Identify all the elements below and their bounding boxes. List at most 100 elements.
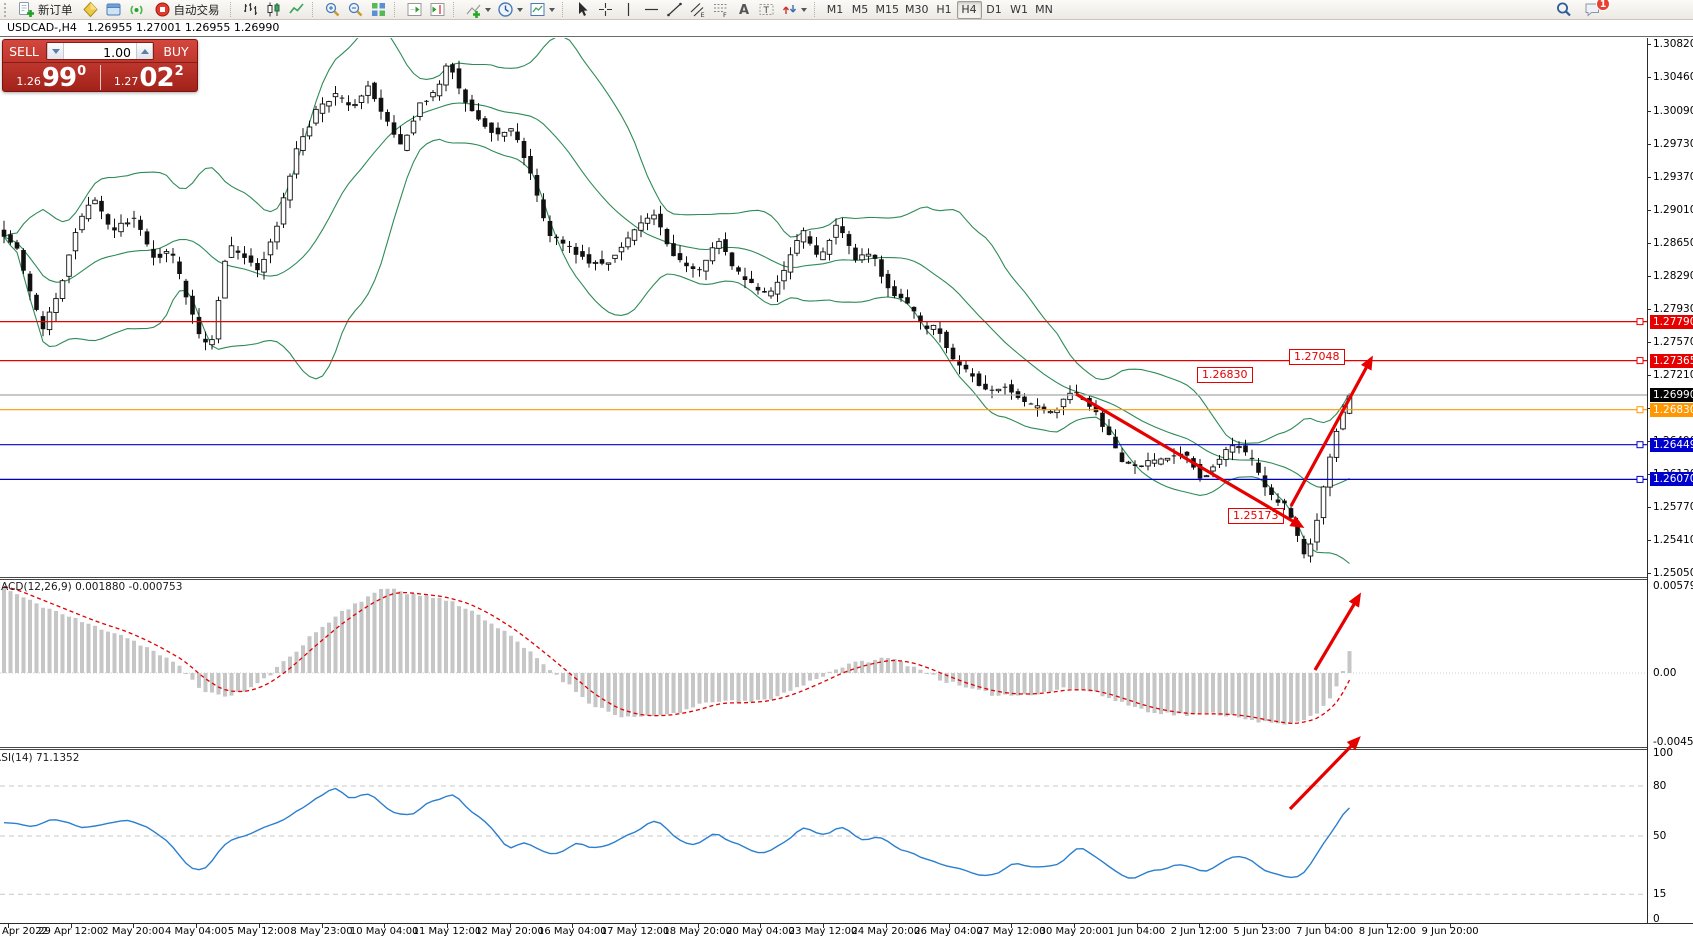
x-axis-tick <box>70 924 72 928</box>
fibonacci-tool-button[interactable]: F <box>709 1 732 19</box>
x-axis-tick <box>133 924 135 928</box>
chart-annotation[interactable]: 1.26830 <box>1197 367 1253 383</box>
chart-symbol-period: USDCAD-,H4 <box>7 21 77 34</box>
price-axis-tick <box>1647 144 1651 145</box>
timeframe-button-m5[interactable]: M5 <box>851 3 869 16</box>
price-chart-canvas[interactable] <box>0 38 1648 577</box>
price-divider <box>99 65 101 90</box>
buy-price-display[interactable]: 1.27 02 2 <box>101 63 198 91</box>
timeframe-button-h4[interactable]: H4 <box>956 0 982 19</box>
x-axis-label: 7 Jun 04:00 <box>1296 926 1354 937</box>
tile-windows-icon <box>371 3 385 16</box>
horizontal-line-tool-button[interactable] <box>640 1 663 19</box>
toolbar-grip[interactable] <box>4 2 8 17</box>
price-tick-label: 1.27570 <box>1653 335 1693 348</box>
panel-separator[interactable] <box>0 577 1648 578</box>
zoom-in-button[interactable] <box>321 1 344 19</box>
templates-button[interactable] <box>526 1 558 19</box>
autoscroll-button[interactable] <box>403 1 426 19</box>
signals-button[interactable] <box>125 1 148 19</box>
time-scale[interactable]: Apr 2022 29 Apr 12:00 2 May 20:00 4 May 04:… <box>0 924 1693 939</box>
search-button[interactable] <box>1552 1 1575 19</box>
price-level-lines <box>0 318 1647 483</box>
chart-shift-button[interactable] <box>426 1 449 19</box>
periods-button[interactable] <box>494 1 526 19</box>
sell-button[interactable]: SELL <box>9 43 39 59</box>
price-tick-label: 1.27930 <box>1653 302 1693 315</box>
terminal-button[interactable] <box>102 1 125 19</box>
price-tick-label: 1.29370 <box>1653 170 1693 183</box>
notification-count-badge: 1 <box>1596 0 1610 11</box>
line-chart-button[interactable] <box>285 1 308 19</box>
fibonacci-icon: F <box>713 4 727 18</box>
price-axis-tick <box>1647 408 1651 409</box>
arrows-dropdown-icon <box>800 8 807 15</box>
zoom-out-button[interactable] <box>344 1 367 19</box>
volume-increase-button[interactable] <box>136 43 153 59</box>
x-axis-label: 30 May 20:00 <box>1039 926 1109 937</box>
volume-input[interactable]: 1.00 <box>64 43 136 59</box>
tile-windows-button[interactable] <box>367 1 390 19</box>
timeframe-button-h1[interactable]: H1 <box>936 3 952 16</box>
x-axis-tick <box>1324 924 1326 928</box>
panel-separator[interactable] <box>0 747 1648 748</box>
price-axis-tick <box>1647 375 1651 376</box>
x-axis-label: 26 May 04:00 <box>914 926 983 937</box>
sell-price-display[interactable]: 1.26 99 0 <box>3 63 100 91</box>
timeframe-button-d1[interactable]: D1 <box>986 3 1002 16</box>
volume-box: 1.00 <box>46 42 154 60</box>
volume-decrease-button[interactable] <box>47 43 64 59</box>
rsi-level-lines <box>0 785 1647 895</box>
x-axis-label: 11 May 12:00 <box>412 926 482 937</box>
autotrading-button[interactable]: 自动交易 <box>148 1 226 19</box>
metaeditor-button[interactable] <box>79 1 102 19</box>
macd-indicator-canvas[interactable] <box>0 580 1648 747</box>
templates-icon <box>530 3 544 16</box>
price-axis-tick <box>1647 342 1651 343</box>
vertical-line-tool-button[interactable] <box>617 1 640 19</box>
svg-text:E: E <box>700 11 704 18</box>
rsi-scale-label: 50 <box>1653 830 1667 842</box>
x-axis-label: 9 Jun 20:00 <box>1421 926 1479 937</box>
main-toolbar: 新订单 自动交易 <box>0 0 1693 20</box>
price-tick-label: 1.29010 <box>1653 203 1693 216</box>
sell-price-pipette: 0 <box>77 64 87 79</box>
bull-candles <box>46 65 1353 557</box>
text-label-tool-button[interactable]: T <box>755 1 778 19</box>
buy-button[interactable]: BUY <box>163 43 189 59</box>
indicators-button[interactable] <box>462 1 494 19</box>
price-level-badge: 1.26830 <box>1650 402 1693 417</box>
bar-chart-button[interactable] <box>239 1 262 19</box>
price-tick-label: 1.28290 <box>1653 269 1693 282</box>
timeframe-button-m30[interactable]: M30 <box>905 3 929 16</box>
price-axis-tick <box>1647 441 1651 442</box>
rsi-scale-label: 100 <box>1653 747 1674 759</box>
price-axis-tick <box>1647 507 1651 508</box>
crosshair-tool-button[interactable] <box>594 1 617 19</box>
timeframe-button-mn[interactable]: MN <box>1035 3 1053 16</box>
rsi-indicator-canvas[interactable] <box>0 750 1648 923</box>
timeframe-button-m1[interactable]: M1 <box>826 3 844 16</box>
candlestick-chart-button[interactable] <box>262 1 285 19</box>
x-axis-tick <box>509 924 511 928</box>
timeframe-button-m15[interactable]: M15 <box>875 3 900 16</box>
price-scale[interactable]: 1.30820 1.30460 1.30090 1.29730 1.29370 1.290… <box>1650 38 1693 925</box>
chart-annotation[interactable]: 1.25173 <box>1228 508 1284 524</box>
text-tool-button[interactable]: A <box>732 1 755 19</box>
equidistant-channel-tool-button[interactable]: E <box>686 1 709 19</box>
x-axis-label: 16 May 04:00 <box>538 926 607 937</box>
new-order-button[interactable]: 新订单 <box>12 1 79 19</box>
x-axis-tick <box>948 924 950 928</box>
price-axis-tick <box>1647 309 1651 310</box>
price-tick-label: 1.29730 <box>1653 137 1693 150</box>
chart-annotation[interactable]: 1.27048 <box>1289 349 1345 365</box>
x-axis-label: 24 May 20:00 <box>851 926 921 937</box>
trendline-tool-button[interactable] <box>663 1 686 19</box>
cursor-tool-button[interactable] <box>571 1 594 19</box>
notifications-button[interactable]: 1 <box>1581 0 1610 19</box>
x-axis-label: 2 Jun 12:00 <box>1170 926 1228 937</box>
timeframe-button-w1[interactable]: W1 <box>1010 3 1028 16</box>
arrows-tool-button[interactable] <box>778 1 810 19</box>
toolbar-separator <box>452 2 459 17</box>
price-axis-tick <box>1647 276 1651 277</box>
